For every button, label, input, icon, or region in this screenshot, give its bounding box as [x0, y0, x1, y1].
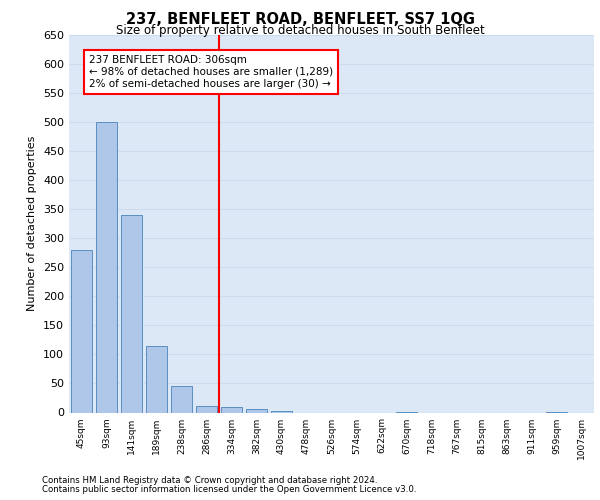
Text: 237, BENFLEET ROAD, BENFLEET, SS7 1QG: 237, BENFLEET ROAD, BENFLEET, SS7 1QG — [125, 12, 475, 26]
Bar — [146, 346, 167, 412]
Bar — [96, 122, 117, 412]
Text: Contains HM Land Registry data © Crown copyright and database right 2024.: Contains HM Land Registry data © Crown c… — [42, 476, 377, 485]
Bar — [171, 386, 192, 412]
Text: 237 BENFLEET ROAD: 306sqm
← 98% of detached houses are smaller (1,289)
2% of sem: 237 BENFLEET ROAD: 306sqm ← 98% of detac… — [89, 56, 333, 88]
Y-axis label: Number of detached properties: Number of detached properties — [28, 136, 37, 312]
Bar — [121, 215, 142, 412]
Text: Contains public sector information licensed under the Open Government Licence v3: Contains public sector information licen… — [42, 484, 416, 494]
Bar — [221, 406, 242, 412]
Bar — [196, 406, 217, 412]
Bar — [71, 250, 92, 412]
Text: Size of property relative to detached houses in South Benfleet: Size of property relative to detached ho… — [116, 24, 484, 37]
Bar — [246, 409, 267, 412]
